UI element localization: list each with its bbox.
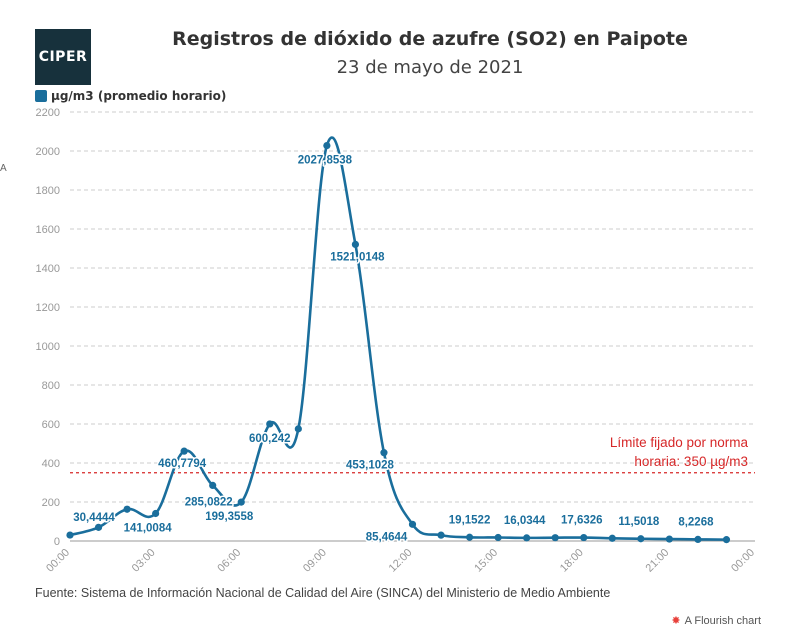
- data-point: [665, 535, 673, 543]
- legend-swatch: [35, 90, 47, 102]
- data-label: 8,2268: [678, 516, 714, 528]
- data-label: 16,0344: [504, 515, 546, 527]
- data-label-halo: 30,4444: [73, 512, 115, 524]
- x-tick-label: 06:00: [215, 547, 243, 575]
- axis-layer: 0 200 400 600 800 1000 1200 1400 1600 1800 2000 220…: [36, 107, 758, 575]
- data-point: [94, 523, 103, 531]
- grid-layer: [70, 111, 755, 503]
- data-label-halo: 11,5018: [618, 516, 660, 528]
- data-label-halo: 141,0084: [124, 523, 173, 535]
- data-point: [608, 534, 616, 542]
- y-tick-label: 600: [42, 419, 60, 431]
- data-label-layer: 30,444430,4444141,0084141,0084460,779446…: [72, 153, 716, 545]
- data-label: 2027,8538: [298, 155, 353, 167]
- data-label-halo: 2027,8538: [298, 155, 353, 167]
- data-point: [551, 534, 559, 542]
- data-label-halo: 16,0344: [504, 515, 546, 527]
- y-tick-label: 200: [42, 497, 60, 509]
- data-label: 85,4644: [366, 531, 408, 543]
- chart-subtitle: 23 de mayo de 2021: [336, 57, 524, 78]
- data-label-halo: 453,1028: [346, 460, 395, 472]
- data-label-halo: 600,242: [249, 433, 291, 445]
- legend-label: µg/m3 (promedio horario): [51, 89, 227, 103]
- data-label: 1521,0148: [330, 251, 385, 263]
- y-tick-label: 1200: [36, 302, 60, 314]
- ciper-logo: CIPER: [35, 29, 91, 85]
- threshold-layer: Límite fijado por norma horaria: 350 µg/m…: [70, 435, 755, 474]
- data-point: [323, 141, 331, 150]
- edge-mark: A: [0, 163, 7, 174]
- x-tick-label: 03:00: [130, 547, 158, 575]
- logo-text: CIPER: [38, 49, 88, 65]
- data-point: [380, 449, 388, 457]
- y-tick-label: 2200: [36, 107, 60, 119]
- series-layer: [66, 136, 731, 544]
- y-tick-label: 1600: [36, 224, 60, 236]
- x-tick-label: 18:00: [558, 547, 586, 575]
- data-point: [465, 533, 474, 541]
- data-point: [237, 498, 245, 506]
- flourish-credit[interactable]: ✸ A Flourish chart: [671, 615, 761, 627]
- data-point: [152, 509, 160, 518]
- line-chart: 0 200 400 600 800 1000 1200 1400 1600 1800 2000 220…: [36, 107, 758, 575]
- x-tick-label: 00:00: [44, 547, 72, 575]
- data-point: [294, 425, 302, 433]
- data-label-halo: 17,6326: [561, 515, 603, 527]
- data-point: [266, 420, 274, 428]
- data-label-halo: 1521,0148: [330, 251, 385, 263]
- data-point: [180, 447, 188, 455]
- data-point: [694, 535, 702, 543]
- data-label: 460,7794: [158, 458, 207, 470]
- y-tick-label: 1000: [36, 341, 60, 353]
- y-tick-label: 2000: [36, 146, 60, 158]
- y-tick-label: 1400: [36, 263, 60, 275]
- data-label: 285,0822: [185, 496, 233, 508]
- data-label: 141,0084: [124, 523, 173, 535]
- source-note: Fuente: Sistema de Información Nacional …: [35, 586, 611, 600]
- data-point: [408, 520, 417, 528]
- data-point: [123, 505, 131, 513]
- x-tick-label: 00:00: [729, 547, 757, 575]
- legend[interactable]: µg/m3 (promedio horario): [35, 89, 226, 103]
- data-label-halo: 19,1522: [449, 514, 491, 526]
- data-label: 600,242: [249, 433, 291, 445]
- y-tick-label: 400: [42, 458, 60, 470]
- data-point: [523, 534, 531, 542]
- data-label: 30,4444: [73, 512, 115, 524]
- y-tick-label: 800: [42, 380, 60, 392]
- flourish-credit-label: A Flourish chart: [684, 615, 761, 627]
- y-tick-label: 0: [54, 536, 60, 548]
- x-tick-label: 21:00: [644, 547, 672, 575]
- data-label: 11,5018: [618, 516, 660, 528]
- data-point: [209, 481, 217, 490]
- threshold-label: horaria: 350 µg/m3: [634, 454, 748, 469]
- data-point: [580, 533, 588, 542]
- data-label: 17,6326: [561, 515, 603, 527]
- x-tick-label: 12:00: [387, 547, 415, 575]
- data-label: 199,3558: [205, 511, 254, 523]
- data-label-halo: 460,7794: [158, 458, 207, 470]
- data-label: 19,1522: [449, 514, 491, 526]
- data-label-halo: 285,0822: [185, 496, 233, 508]
- threshold-label: Límite fijado por norma: [610, 435, 749, 450]
- data-label-halo: 85,4644: [366, 531, 408, 543]
- data-point: [722, 536, 731, 544]
- data-point: [66, 531, 74, 539]
- x-tick-label: 09:00: [301, 547, 329, 575]
- series-line: [68, 136, 728, 541]
- data-point: [437, 531, 445, 539]
- data-label: 453,1028: [346, 460, 395, 472]
- data-point: [351, 240, 360, 249]
- data-point: [637, 535, 645, 543]
- data-label-halo: 199,3558: [205, 511, 254, 523]
- data-point: [494, 533, 502, 542]
- y-tick-label: 1800: [36, 185, 60, 197]
- data-label-halo: 8,2268: [678, 516, 714, 528]
- flourish-icon: ✸: [671, 614, 681, 627]
- chart-title: Registros de dióxido de azufre (SO2) en …: [172, 28, 688, 50]
- x-tick-label: 15:00: [472, 547, 500, 575]
